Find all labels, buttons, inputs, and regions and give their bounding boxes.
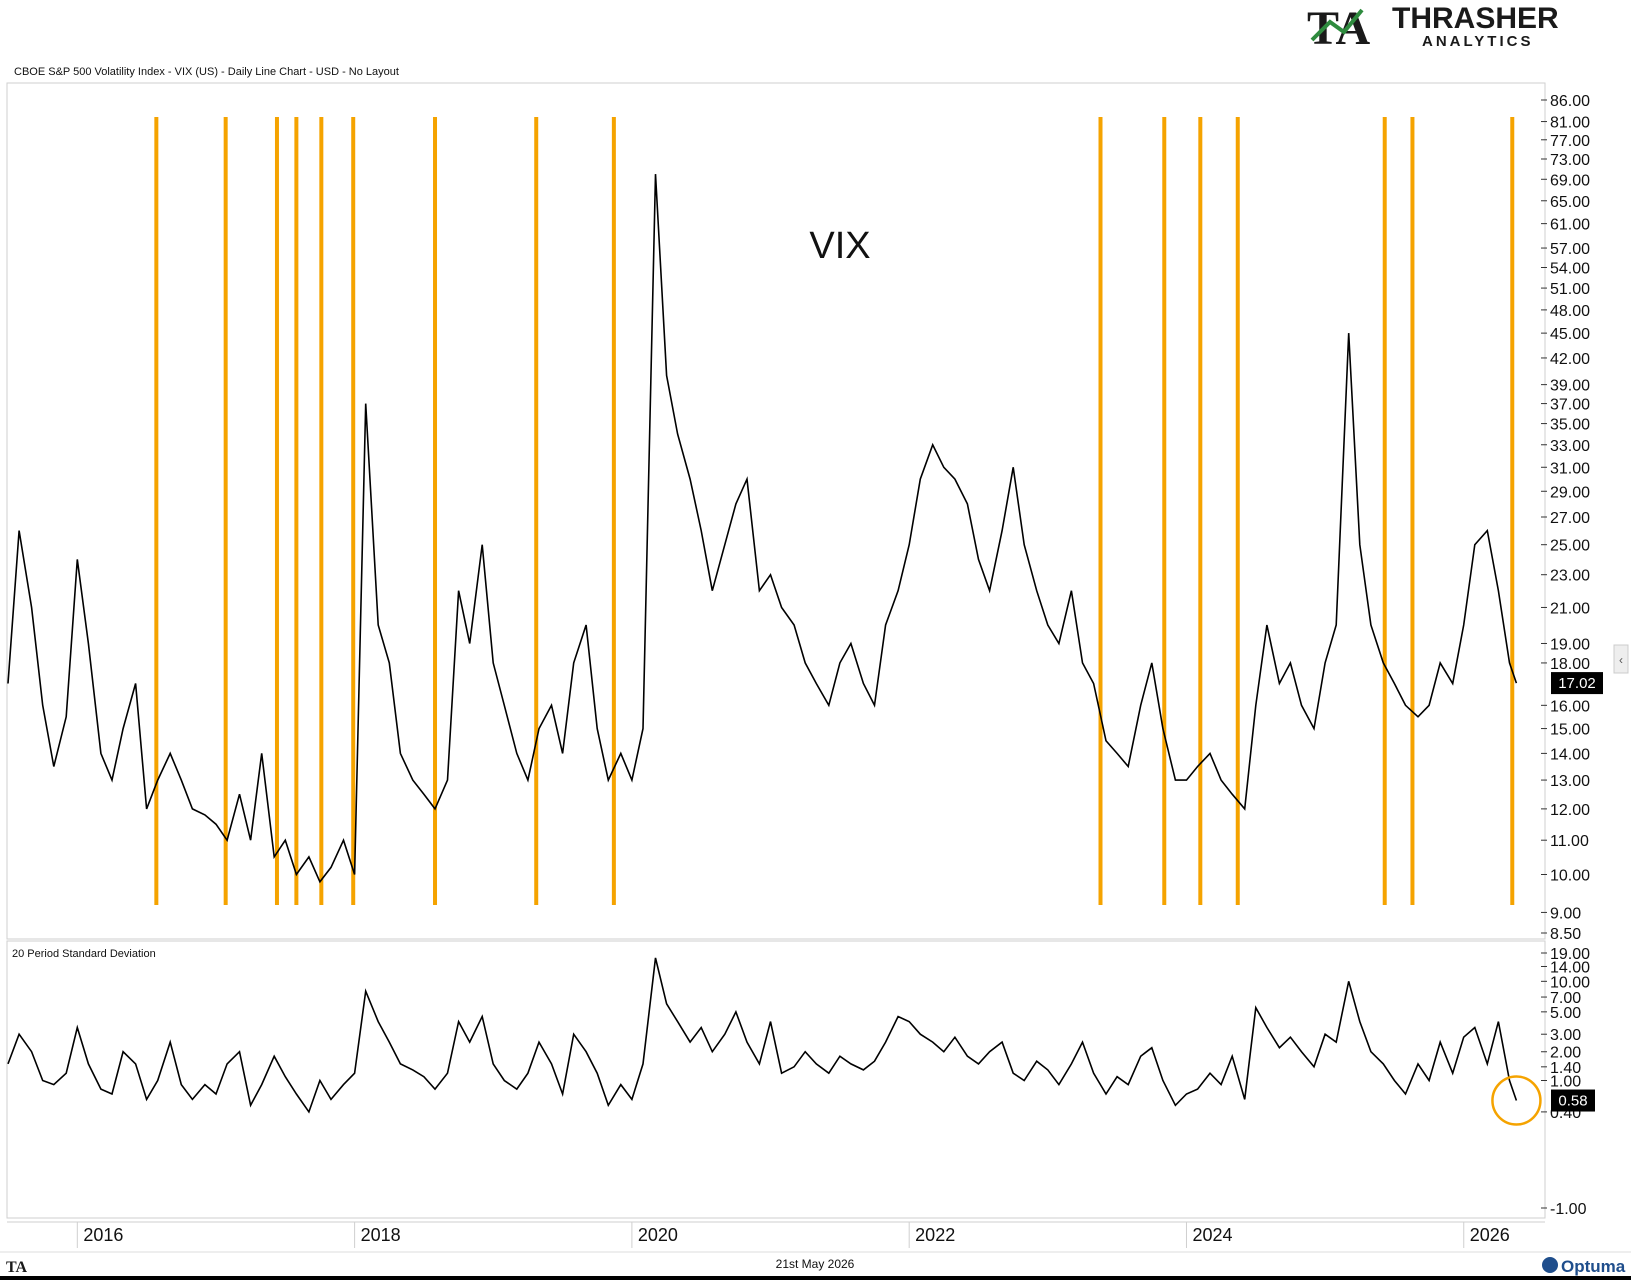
optuma-icon — [1542, 1257, 1558, 1273]
optuma-logo: Optuma — [1542, 1257, 1626, 1276]
footer-mark: TA — [6, 1259, 27, 1276]
footer-bar — [0, 1252, 1631, 1280]
vix-y-tick-label-29: 12.00 — [1550, 802, 1590, 819]
x-tick-label-2: 2020 — [638, 1225, 678, 1245]
stdev-last-value: 0.58 — [1558, 1093, 1587, 1110]
vix-y-tick-label-19: 27.00 — [1550, 510, 1590, 527]
stdev-panel — [6, 940, 1546, 1219]
stdev-y-tick-label-6: 2.00 — [1550, 1045, 1581, 1062]
last-value-circle-annotation — [1491, 1075, 1542, 1126]
vix-panel-title: VIX — [809, 225, 870, 267]
stdev-y-tick-label-0: 19.00 — [1550, 946, 1590, 963]
vix-y-tick-label-26: 15.00 — [1550, 722, 1590, 739]
vix-y-tick-label-22: 21.00 — [1550, 600, 1590, 617]
stdev-y-tick-label-8: 1.00 — [1550, 1074, 1581, 1091]
vix-series-line — [7, 174, 1518, 884]
vix-y-tick-label-9: 51.00 — [1550, 281, 1590, 298]
vix-y-tick-label-3: 73.00 — [1550, 152, 1590, 169]
vix-y-tick-label-25: 16.00 — [1550, 698, 1590, 715]
vix-y-tick-label-17: 31.00 — [1550, 460, 1590, 477]
vix-y-tick-label-24: 18.00 — [1550, 656, 1590, 673]
stdev-series-line — [7, 957, 1518, 1114]
stdev-y-tick-label-1: 14.00 — [1550, 959, 1590, 976]
x-tick-label-5: 2026 — [1470, 1225, 1510, 1245]
vix-y-tick-label-4: 69.00 — [1550, 172, 1590, 189]
stdev-y-tick-label-10: -1.00 — [1550, 1201, 1587, 1218]
vix-y-tick-label-5: 65.00 — [1550, 194, 1590, 211]
vix-y-tick-label-10: 48.00 — [1550, 303, 1590, 320]
chevron-left-icon: ‹ — [1619, 653, 1623, 667]
vix-y-tick-label-13: 39.00 — [1550, 378, 1590, 395]
vix-y-tick-label-32: 9.00 — [1550, 905, 1581, 922]
vix-y-tick-label-28: 13.00 — [1550, 773, 1590, 790]
stdev-y-tick-label-3: 7.00 — [1550, 990, 1581, 1007]
vix-y-tick-label-16: 33.00 — [1550, 438, 1590, 455]
vix-y-tick-label-23: 19.00 — [1550, 636, 1590, 653]
footer-date: 21st May 2026 — [776, 1257, 855, 1271]
vix-y-tick-label-11: 45.00 — [1550, 326, 1590, 343]
highlight-lines — [154, 117, 1515, 905]
stdev-y-tick-label-7: 1.40 — [1550, 1060, 1581, 1077]
thrasher-analytics-logo: TA THRASHER ANALYTICS — [1307, 2, 1559, 55]
vix-y-tick-label-6: 61.00 — [1550, 217, 1590, 234]
vix-y-tick-label-8: 54.00 — [1550, 261, 1590, 278]
logo-chart-line — [1310, 8, 1364, 42]
stdev-last-value-label: 0.58 — [1551, 1089, 1595, 1112]
vix-y-tick-label-21: 23.00 — [1550, 568, 1590, 585]
x-axis: 2016 2018 2020 2022 2024 2026 — [76, 1222, 1510, 1248]
x-tick-label-4: 2024 — [1192, 1225, 1232, 1245]
vix-last-value: 17.02 — [1558, 675, 1596, 692]
stdev-y-tick-label-2: 10.00 — [1550, 974, 1590, 991]
panel-collapse-handle[interactable]: ‹ — [1613, 644, 1629, 674]
vix-y-tick-label-15: 35.00 — [1550, 417, 1590, 434]
vix-panel — [6, 82, 1546, 940]
bottom-edge — [0, 1276, 1631, 1280]
vix-y-tick-label-31: 10.00 — [1550, 868, 1590, 885]
vix-y-tick-label-33: 8.50 — [1550, 926, 1581, 943]
stdev-panel-title: 20 Period Standard Deviation — [12, 948, 156, 960]
vix-last-value-label: 17.02 — [1551, 672, 1603, 695]
chart-description: CBOE S&P 500 Volatility Index - VIX (US)… — [14, 66, 399, 78]
logo-text: THRASHER — [1392, 2, 1559, 35]
vix-y-tick-label-7: 57.00 — [1550, 241, 1590, 258]
x-tick-label-0: 2016 — [83, 1225, 123, 1245]
footer-brand: Optuma — [1561, 1257, 1626, 1276]
vix-y-tick-label-1: 81.00 — [1550, 115, 1590, 132]
vix-y-tick-label-14: 37.00 — [1550, 397, 1590, 414]
vix-y-tick-label-2: 77.00 — [1550, 133, 1590, 150]
stdev-y-tick-label-4: 5.00 — [1550, 1005, 1581, 1022]
vix-y-tick-label-0: 86.00 — [1550, 93, 1590, 110]
vix-y-tick-label-27: 14.00 — [1550, 746, 1590, 763]
vix-y-tick-label-30: 11.00 — [1550, 833, 1589, 850]
vix-y-tick-label-20: 25.00 — [1550, 538, 1590, 555]
x-tick-label-3: 2022 — [915, 1225, 955, 1245]
x-tick-label-1: 2018 — [361, 1225, 401, 1245]
logo-sub: ANALYTICS — [1422, 33, 1533, 50]
vix-y-tick-label-18: 29.00 — [1550, 484, 1590, 501]
stdev-y-tick-label-5: 3.00 — [1550, 1027, 1581, 1044]
vix-y-tick-label-12: 42.00 — [1550, 351, 1590, 368]
